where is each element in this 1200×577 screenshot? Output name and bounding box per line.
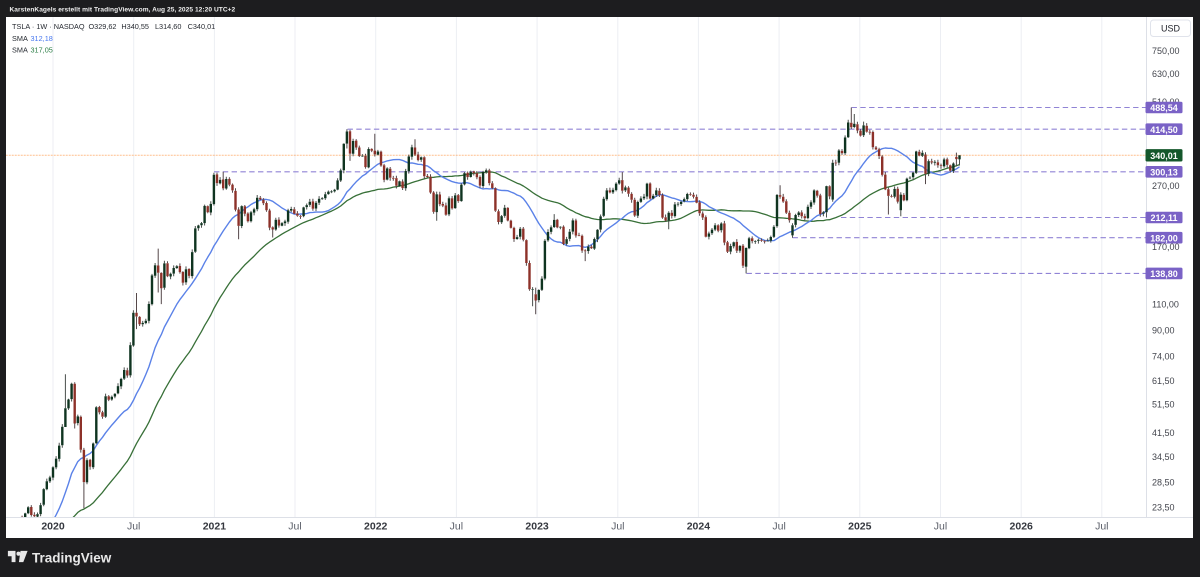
svg-text:Jul: Jul — [934, 521, 947, 533]
svg-text:Jul: Jul — [772, 521, 785, 533]
svg-text:300,13: 300,13 — [1150, 167, 1178, 177]
svg-text:Jul: Jul — [1095, 521, 1108, 533]
svg-text:110,00: 110,00 — [1152, 299, 1179, 309]
svg-text:270,00: 270,00 — [1152, 181, 1180, 191]
svg-text:138,80: 138,80 — [1150, 269, 1178, 279]
svg-text:23,50: 23,50 — [1152, 503, 1175, 513]
svg-text:2021: 2021 — [203, 521, 227, 533]
svg-text:2023: 2023 — [525, 521, 549, 533]
svg-text:USD: USD — [1161, 24, 1181, 34]
svg-text:2020: 2020 — [41, 521, 65, 533]
svg-text:Jul: Jul — [288, 521, 301, 533]
svg-text:51,50: 51,50 — [1152, 399, 1175, 409]
svg-text:28,50: 28,50 — [1152, 477, 1175, 487]
svg-text:2026: 2026 — [1010, 521, 1034, 533]
svg-text:340,01: 340,01 — [1150, 151, 1178, 161]
svg-text:2022: 2022 — [364, 521, 388, 533]
svg-text:34,50: 34,50 — [1152, 452, 1175, 462]
svg-text:2024: 2024 — [687, 521, 711, 533]
svg-text:414,50: 414,50 — [1150, 125, 1178, 135]
svg-text:61,50: 61,50 — [1152, 376, 1175, 386]
svg-text:Jul: Jul — [611, 521, 624, 533]
svg-text:170,00: 170,00 — [1152, 242, 1180, 252]
svg-text:182,00: 182,00 — [1150, 233, 1178, 243]
svg-text:488,54: 488,54 — [1150, 103, 1178, 113]
svg-text:Jul: Jul — [450, 521, 463, 533]
svg-text:630,00: 630,00 — [1152, 69, 1180, 79]
svg-text:KarstenKagels erstellt mit Tra: KarstenKagels erstellt mit TradingView.c… — [10, 6, 236, 13]
svg-text:212,11: 212,11 — [1150, 213, 1177, 223]
svg-text:41,50: 41,50 — [1152, 428, 1175, 438]
svg-text:74,00: 74,00 — [1152, 352, 1175, 362]
svg-text:Jul: Jul — [127, 521, 140, 533]
svg-text:90,00: 90,00 — [1152, 326, 1175, 336]
svg-text:2025: 2025 — [848, 521, 872, 533]
svg-text:750,00: 750,00 — [1152, 46, 1180, 56]
svg-text:TradingView: TradingView — [32, 551, 112, 566]
